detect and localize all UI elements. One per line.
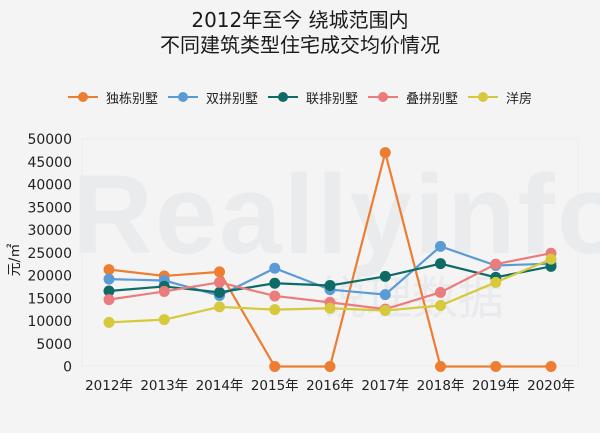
chart-title-line-1: 2012年至今 绕城范围内 (191, 8, 409, 32)
series-双拼别墅 (103, 240, 557, 302)
data-point-marker[interactable] (103, 264, 115, 276)
data-point-marker[interactable] (545, 253, 557, 265)
data-point-marker[interactable] (103, 316, 115, 328)
y-tick-label: 10000 (27, 314, 72, 330)
legend-line-marker-icon (167, 91, 198, 103)
y-tick-label: 35000 (27, 200, 72, 216)
data-point-marker[interactable] (214, 276, 225, 288)
x-tick-label: 2015年 (251, 378, 299, 394)
legend-line-marker-icon (368, 91, 398, 103)
legend-item-detached-villa[interactable]: 独栋别墅 (67, 88, 158, 107)
legend-item-townhouse[interactable]: 联排别墅 (267, 88, 358, 107)
x-tick-label: 2020年 (527, 378, 575, 394)
data-point-marker[interactable] (435, 240, 446, 252)
data-point-marker[interactable] (214, 266, 225, 278)
x-tick-label: 2016年 (306, 378, 354, 394)
series-独栋别墅 (103, 147, 557, 372)
data-point-marker[interactable] (103, 294, 115, 306)
data-point-marker[interactable] (379, 305, 391, 317)
legend-item-stacked-villa[interactable]: 叠拼别墅 (368, 88, 458, 107)
data-point-marker[interactable] (103, 285, 115, 297)
data-point-marker[interactable] (269, 262, 281, 274)
data-point-marker[interactable] (269, 304, 281, 316)
data-point-marker[interactable] (269, 290, 281, 302)
y-tick-label: 45000 (27, 155, 72, 171)
legend-label: 联排别墅 (305, 91, 358, 107)
data-point-marker[interactable] (545, 361, 557, 372)
chart-background (0, 0, 600, 433)
y-tick-label: 0 (63, 360, 72, 376)
data-point-marker[interactable] (158, 285, 170, 297)
data-point-marker[interactable] (435, 258, 446, 270)
legend-label: 洋房 (506, 91, 533, 107)
y-tick-label: 40000 (27, 178, 72, 194)
data-point-marker[interactable] (103, 273, 115, 285)
data-point-marker[interactable] (490, 258, 502, 270)
y-tick-label: 50000 (27, 132, 72, 148)
data-point-marker[interactable] (490, 361, 502, 372)
data-point-marker[interactable] (158, 314, 170, 326)
chart-legend: 独栋别墅 双拼别墅 联排别墅 叠拼别墅 洋房 (0, 87, 600, 107)
data-point-marker[interactable] (214, 301, 225, 313)
plot-area-border (81, 138, 579, 367)
series-line (108, 148, 551, 368)
x-tick-label: 2013年 (140, 378, 188, 394)
y-tick-label: 25000 (27, 246, 72, 262)
data-point-marker[interactable] (269, 277, 281, 289)
data-point-marker[interactable] (379, 270, 391, 282)
y-tick-label: 20000 (27, 269, 72, 285)
legend-line-marker-icon (267, 91, 298, 103)
legend-label: 叠拼别墅 (406, 91, 459, 107)
y-tick-label: 15000 (27, 291, 72, 307)
legend-label: 独栋别墅 (105, 91, 158, 107)
chart-title: 2012年至今 绕城范围内 不同建筑类型住宅成交均价情况 (0, 8, 600, 58)
data-point-marker[interactable] (379, 289, 391, 301)
data-point-marker[interactable] (435, 300, 446, 312)
data-point-marker[interactable] (379, 147, 391, 159)
x-tick-label: 2014年 (196, 378, 244, 394)
series-洋房 (103, 253, 557, 328)
chart-title-line-2: 不同建筑类型住宅成交均价情况 (160, 33, 440, 57)
legend-item-apartment[interactable]: 洋房 (468, 88, 532, 107)
data-point-marker[interactable] (324, 280, 336, 292)
data-point-marker[interactable] (269, 361, 281, 372)
x-axis-ticks: 2012年 2013年 2014年 2015年 2016年 2017年 2018年 2019年… (85, 378, 575, 394)
data-point-marker[interactable] (490, 276, 502, 288)
data-point-marker[interactable] (435, 361, 446, 372)
x-tick-label: 2019年 (472, 378, 520, 394)
data-point-marker[interactable] (324, 361, 336, 372)
legend-line-marker-icon (468, 91, 499, 103)
series-group (103, 147, 557, 372)
legend-item-semi-detached-villa[interactable]: 双拼别墅 (167, 88, 258, 107)
y-tick-label: 30000 (27, 223, 72, 239)
x-tick-label: 2017年 (361, 378, 409, 394)
y-tick-label: 5000 (36, 337, 72, 353)
x-tick-label: 2012年 (85, 378, 133, 394)
legend-line-marker-icon (67, 91, 98, 103)
data-point-marker[interactable] (214, 286, 225, 298)
data-point-marker[interactable] (435, 286, 446, 298)
data-point-marker[interactable] (324, 302, 336, 314)
y-axis-ticks: 0 5000 10000 15000 20000 25000 30000 35000 40000… (27, 132, 72, 376)
legend-label: 双拼别墅 (205, 91, 258, 107)
x-tick-label: 2018年 (417, 378, 465, 394)
